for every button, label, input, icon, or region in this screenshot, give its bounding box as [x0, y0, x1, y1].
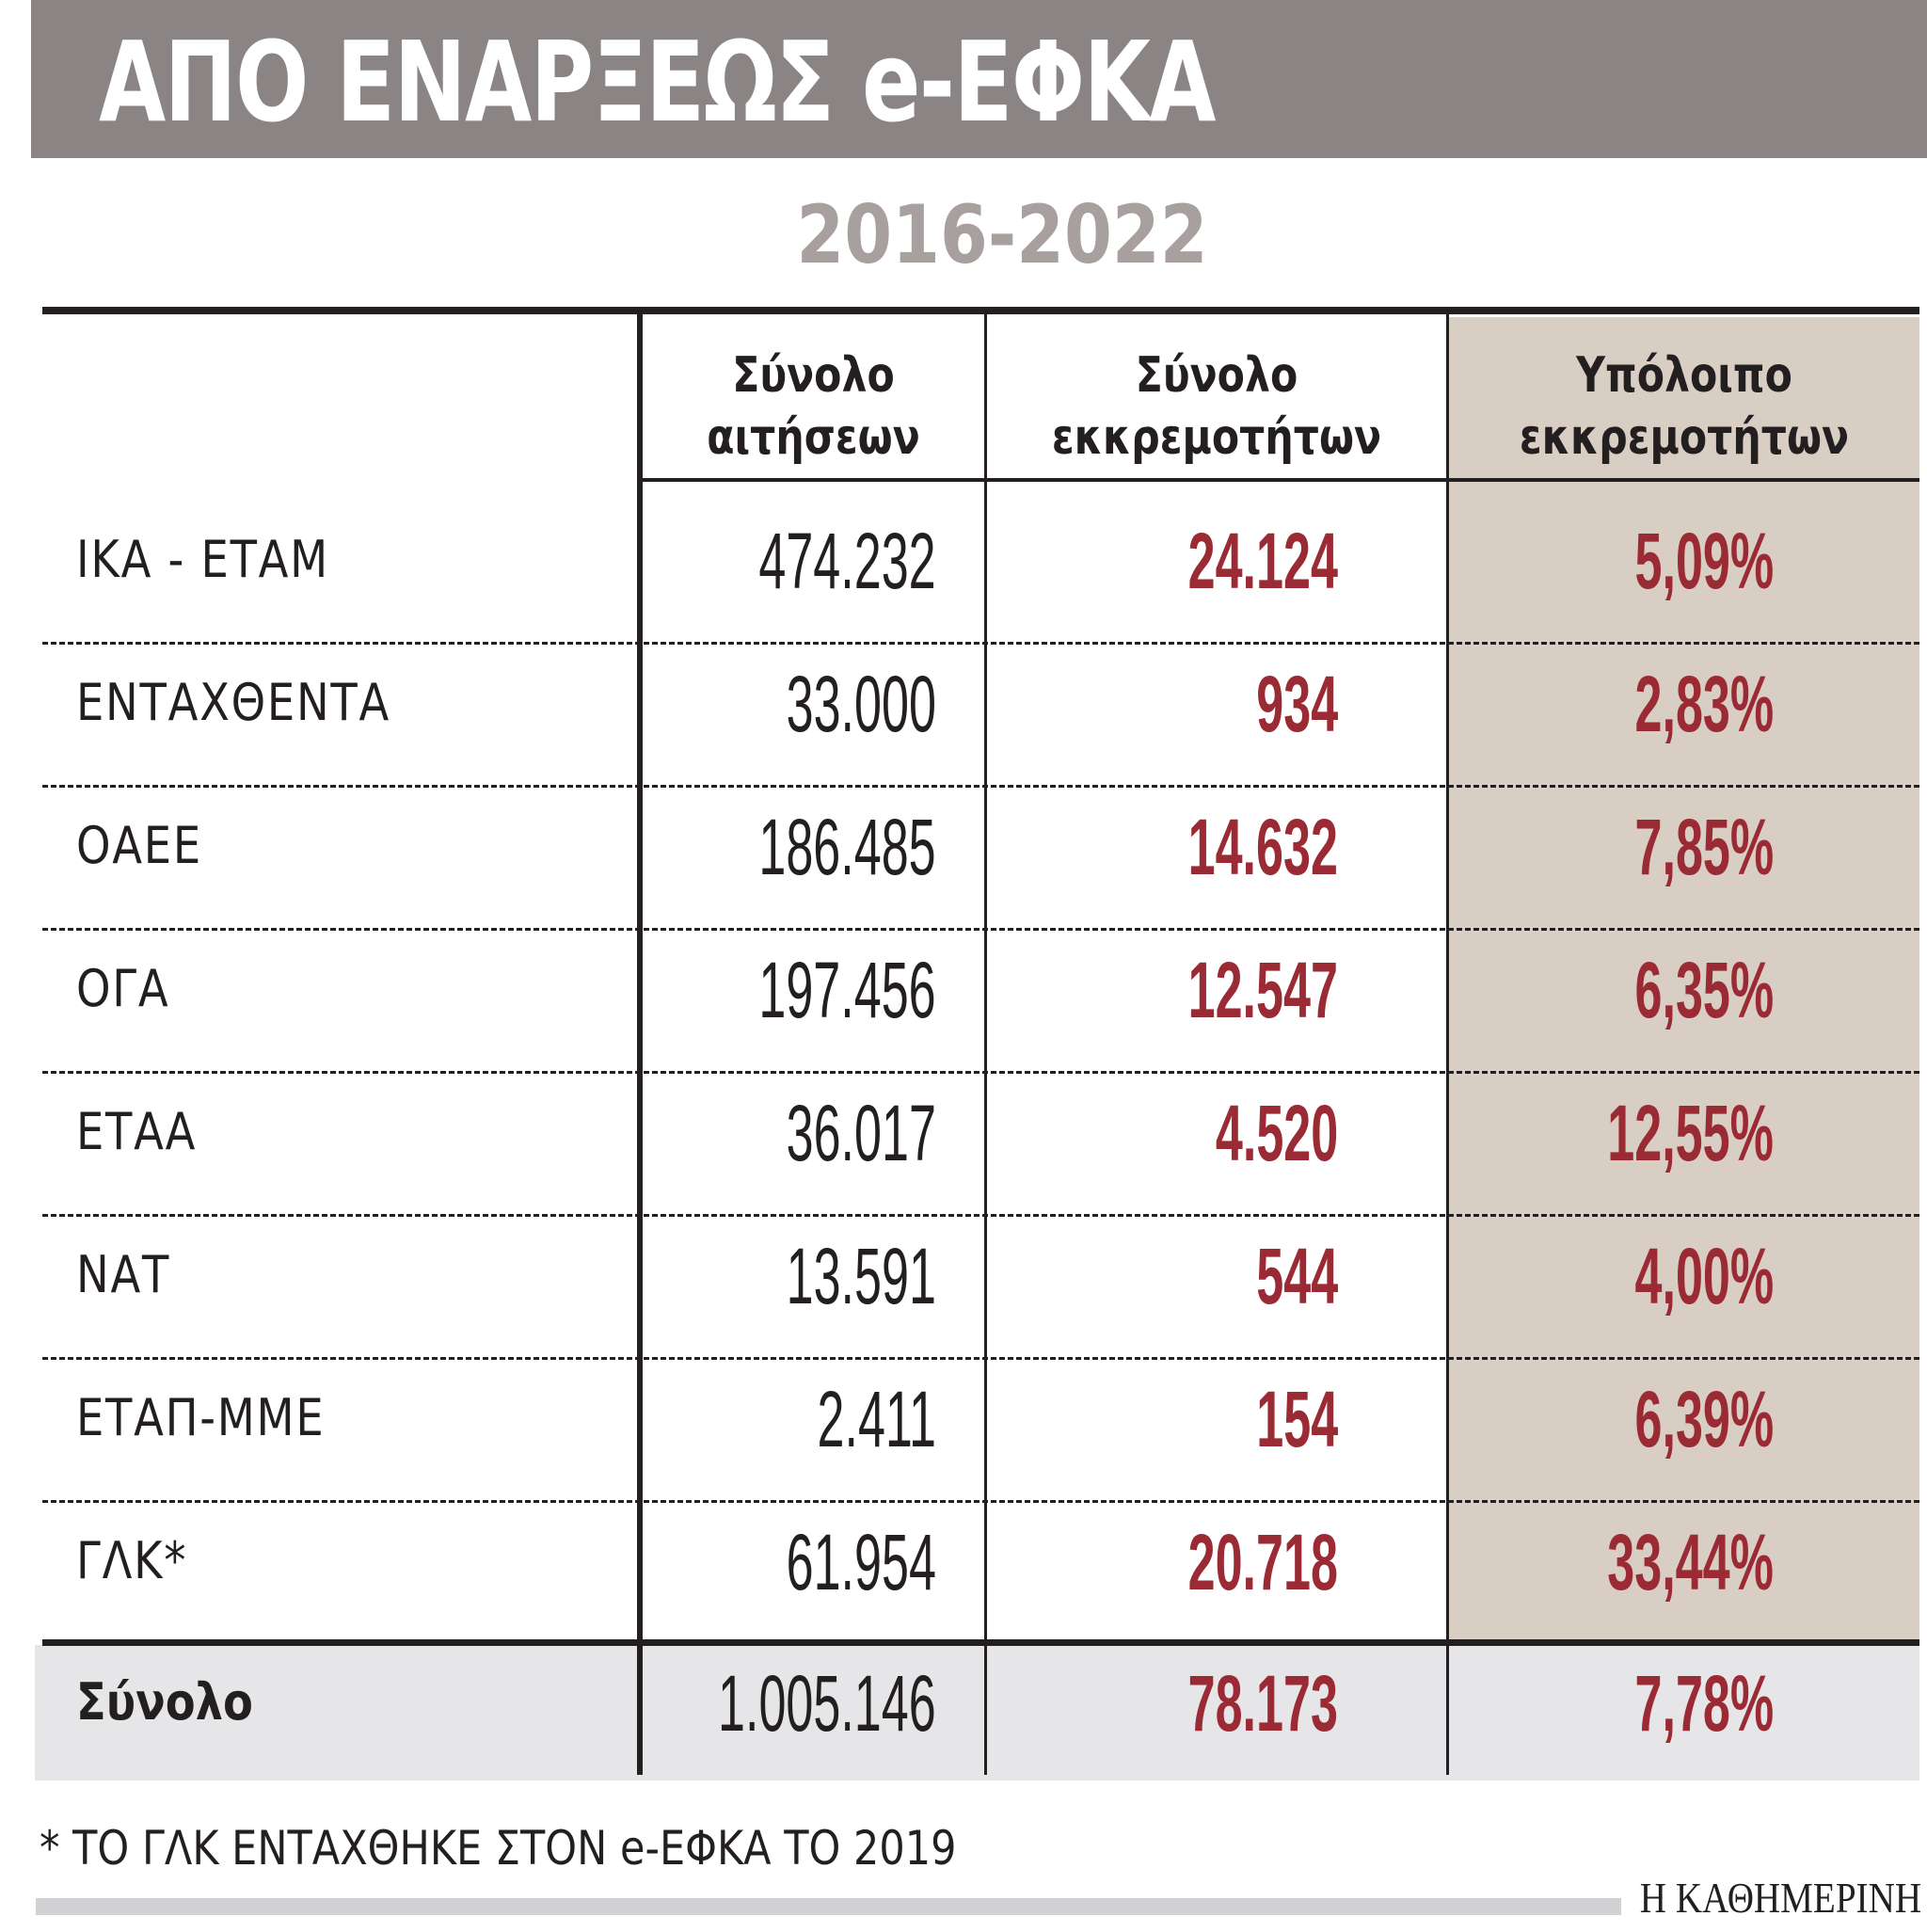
chart-subtitle: 2016-2022	[796, 188, 1208, 282]
total-applications-value: 1.005.146	[718, 1659, 936, 1748]
row-separator	[42, 1357, 1919, 1360]
footnote: * ΤΟ ΓΛΚ ΕΝΤΑΧΘΗΚΕ ΣΤΟΝ e-ΕΦΚΑ ΤΟ 2019	[40, 1821, 957, 1876]
total-rule	[42, 1639, 1919, 1646]
column-header-remaining: Υπόλοιπο εκκρεμοτήτων	[1491, 344, 1877, 469]
data-table: Σύνολο αιτήσεων Σύνολο εκκρεμοτήτων Υπόλ…	[35, 307, 1919, 1780]
column-header-pending: Σύνολο εκκρεμοτήτων	[1028, 344, 1405, 469]
row-label: ΟΓΑ	[76, 959, 170, 1018]
pending-value: 24.124	[1187, 517, 1338, 605]
remaining-value: 12,55%	[1607, 1089, 1774, 1177]
applications-value: 33.000	[786, 660, 936, 748]
total-label: Σύνολο	[76, 1672, 253, 1732]
total-pending-value: 78.173	[1187, 1659, 1338, 1748]
top-rule	[42, 307, 1919, 314]
row-label: ΕΤΑΠ-ΜΜΕ	[76, 1388, 326, 1447]
applications-value: 2.411	[817, 1375, 936, 1463]
title-bar: ΑΠΟ ΕΝΑΡΞΕΩΣ e-ΕΦΚΑ	[31, 0, 1927, 158]
brand-logo: Η ΚΑΘΗΜΕΡΙΝΗ	[1639, 1874, 1921, 1922]
pending-value: 12.547	[1187, 946, 1338, 1034]
divider-col-1-2	[984, 314, 987, 1775]
remaining-value: 33,44%	[1607, 1518, 1774, 1606]
pending-value: 934	[1256, 660, 1338, 748]
pending-value: 4.520	[1215, 1089, 1338, 1177]
row-label: ΟΑΕΕ	[76, 816, 202, 875]
pending-value: 14.632	[1187, 803, 1338, 891]
bottom-bar	[36, 1898, 1621, 1915]
header-line: Σύνολο	[732, 347, 895, 404]
total-remaining-value: 7,78%	[1634, 1659, 1774, 1748]
remaining-value: 6,35%	[1634, 946, 1774, 1034]
row-separator	[42, 1071, 1919, 1074]
applications-value: 197.456	[758, 946, 936, 1034]
chart-title: ΑΠΟ ΕΝΑΡΞΕΩΣ e-ΕΦΚΑ	[99, 17, 1217, 147]
header-line: εκκρεμοτήτων	[1519, 409, 1850, 466]
applications-value: 36.017	[786, 1089, 936, 1177]
remaining-value: 6,39%	[1634, 1375, 1774, 1463]
applications-value: 186.485	[758, 803, 936, 891]
pending-value: 544	[1256, 1232, 1338, 1320]
remaining-value: 7,85%	[1634, 803, 1774, 891]
row-separator	[42, 1214, 1919, 1217]
remaining-value: 5,09%	[1634, 517, 1774, 605]
divider-col-2-3	[1446, 314, 1449, 1775]
remaining-value: 2,83%	[1634, 660, 1774, 748]
row-label: ΝΑΤ	[76, 1245, 171, 1304]
row-label: ΓΛΚ*	[76, 1531, 188, 1590]
pending-value: 20.718	[1187, 1518, 1338, 1606]
divider-label-col	[637, 314, 643, 1775]
applications-value: 474.232	[758, 517, 936, 605]
remaining-value: 4,00%	[1634, 1232, 1774, 1320]
total-row-background	[35, 1645, 1919, 1780]
row-separator	[42, 785, 1919, 788]
row-label: ΕΝΤΑΧΘΕΝΤΑ	[76, 673, 391, 732]
shaded-column-background	[1447, 317, 1919, 1642]
row-separator	[42, 642, 1919, 645]
row-label: ΙΚΑ - ΕΤΑΜ	[76, 530, 329, 589]
row-separator	[42, 1500, 1919, 1503]
applications-value: 13.591	[786, 1232, 936, 1320]
header-rule	[640, 478, 1919, 482]
header-line: αιτήσεων	[707, 409, 920, 466]
applications-value: 61.954	[786, 1518, 936, 1606]
row-label: ΕΤΑΑ	[76, 1102, 198, 1161]
header-line: Σύνολο	[1135, 347, 1298, 404]
header-line: εκκρεμοτήτων	[1051, 409, 1382, 466]
pending-value: 154	[1256, 1375, 1338, 1463]
header-line: Υπόλοιπο	[1576, 347, 1792, 404]
column-header-applications: Σύνολο αιτήσεων	[674, 344, 954, 469]
row-separator	[42, 928, 1919, 931]
